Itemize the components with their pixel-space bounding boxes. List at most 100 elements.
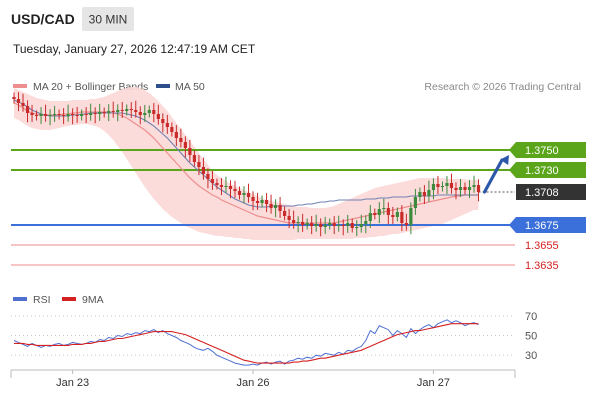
candle bbox=[382, 198, 386, 215]
candle-body bbox=[454, 188, 458, 190]
candle bbox=[472, 175, 476, 193]
candle-body bbox=[219, 185, 224, 187]
candle bbox=[174, 125, 178, 147]
candle-body bbox=[179, 138, 183, 142]
candle bbox=[57, 109, 61, 120]
candle bbox=[386, 202, 390, 225]
candle-body bbox=[80, 114, 84, 116]
candle-body bbox=[129, 109, 133, 110]
candle bbox=[12, 92, 16, 104]
candle-body bbox=[197, 162, 201, 167]
candle-body bbox=[458, 187, 463, 190]
rsi-legend-swatch bbox=[13, 297, 27, 301]
candle bbox=[319, 218, 323, 237]
level-label-1.3730: 1.3730 bbox=[525, 165, 559, 177]
candle bbox=[75, 106, 79, 123]
rsi-ma-legend-swatch bbox=[62, 297, 76, 301]
candle bbox=[341, 219, 345, 236]
candle-body bbox=[413, 197, 417, 208]
rsi-tick-50: 50 bbox=[525, 331, 537, 343]
candle bbox=[355, 220, 359, 237]
candle bbox=[93, 107, 97, 124]
candle-body bbox=[395, 212, 399, 217]
candle-body bbox=[323, 225, 327, 227]
ma50-legend-swatch bbox=[156, 84, 170, 88]
candle-body bbox=[310, 223, 314, 226]
candle bbox=[52, 105, 57, 122]
candle-body bbox=[287, 216, 291, 220]
x-tick-label: Jan 23 bbox=[56, 377, 89, 389]
candle-body bbox=[188, 148, 192, 155]
candle bbox=[301, 213, 305, 232]
candle-body bbox=[201, 167, 206, 174]
candle bbox=[377, 202, 381, 224]
candle bbox=[233, 180, 237, 198]
rsi-ma-line bbox=[14, 323, 479, 364]
candle bbox=[391, 206, 395, 224]
level-labels: 1.3750 1.3730 1.3708 1.3675 1.3655 1.3635 bbox=[509, 142, 586, 272]
candle-body bbox=[39, 114, 43, 116]
candle-body bbox=[273, 205, 278, 208]
candle bbox=[305, 218, 309, 230]
level-tag-1.3750 bbox=[509, 142, 586, 158]
candle-body bbox=[476, 185, 481, 192]
candle bbox=[328, 218, 332, 230]
level-label-1.3655: 1.3655 bbox=[525, 240, 559, 252]
candle bbox=[116, 104, 120, 122]
candle bbox=[422, 185, 427, 205]
candle-body bbox=[418, 192, 422, 197]
candle-body bbox=[449, 183, 454, 188]
candle bbox=[98, 103, 102, 121]
candle bbox=[48, 109, 52, 126]
candle bbox=[228, 180, 233, 199]
timestamp: Tuesday, January 27, 2026 12:47:19 AM CE… bbox=[13, 42, 256, 56]
symbol-title: USD/CAD bbox=[11, 11, 75, 27]
timeframe-badge[interactable] bbox=[82, 7, 134, 31]
timeframe-label: 30 MIN bbox=[89, 13, 128, 27]
candle-body bbox=[463, 187, 467, 190]
candle bbox=[156, 104, 160, 125]
candle bbox=[43, 104, 48, 122]
candle-body bbox=[183, 142, 187, 148]
candle-body bbox=[377, 209, 381, 215]
candle bbox=[138, 106, 142, 125]
candle-body bbox=[192, 155, 196, 162]
ma50-legend-label: MA 50 bbox=[175, 81, 205, 93]
forecast-arrow bbox=[482, 155, 509, 194]
candle-body bbox=[436, 184, 440, 187]
candle bbox=[440, 181, 445, 192]
candle bbox=[246, 183, 251, 203]
candle bbox=[260, 195, 264, 208]
candle-body bbox=[102, 112, 106, 113]
candle bbox=[30, 104, 34, 122]
forecast-arrow-head bbox=[500, 155, 509, 165]
candle bbox=[346, 214, 350, 233]
candle bbox=[431, 178, 436, 200]
level-label-1.3635: 1.3635 bbox=[525, 260, 559, 272]
candle-body bbox=[21, 103, 25, 106]
rsi-ma-legend-label: 9MA bbox=[82, 294, 104, 306]
candle-body bbox=[355, 227, 359, 228]
candle bbox=[170, 122, 174, 137]
candle-body bbox=[440, 186, 445, 187]
candle bbox=[467, 180, 472, 199]
candle-body bbox=[43, 114, 48, 116]
candle bbox=[449, 173, 454, 194]
forecast-arrow-shaft bbox=[482, 158, 504, 194]
candle-body bbox=[143, 113, 147, 115]
candle bbox=[404, 213, 408, 231]
level-label-1.3675: 1.3675 bbox=[525, 220, 559, 232]
candle-body bbox=[246, 193, 251, 197]
candle-body bbox=[156, 114, 160, 119]
candle bbox=[215, 178, 219, 190]
candle bbox=[314, 214, 318, 232]
candle-body bbox=[215, 183, 219, 185]
candle-body bbox=[111, 111, 115, 112]
candle bbox=[237, 186, 242, 200]
candle-body bbox=[427, 190, 431, 196]
candle-body bbox=[364, 221, 368, 224]
candle-body bbox=[400, 212, 404, 223]
candle-body bbox=[314, 224, 318, 226]
